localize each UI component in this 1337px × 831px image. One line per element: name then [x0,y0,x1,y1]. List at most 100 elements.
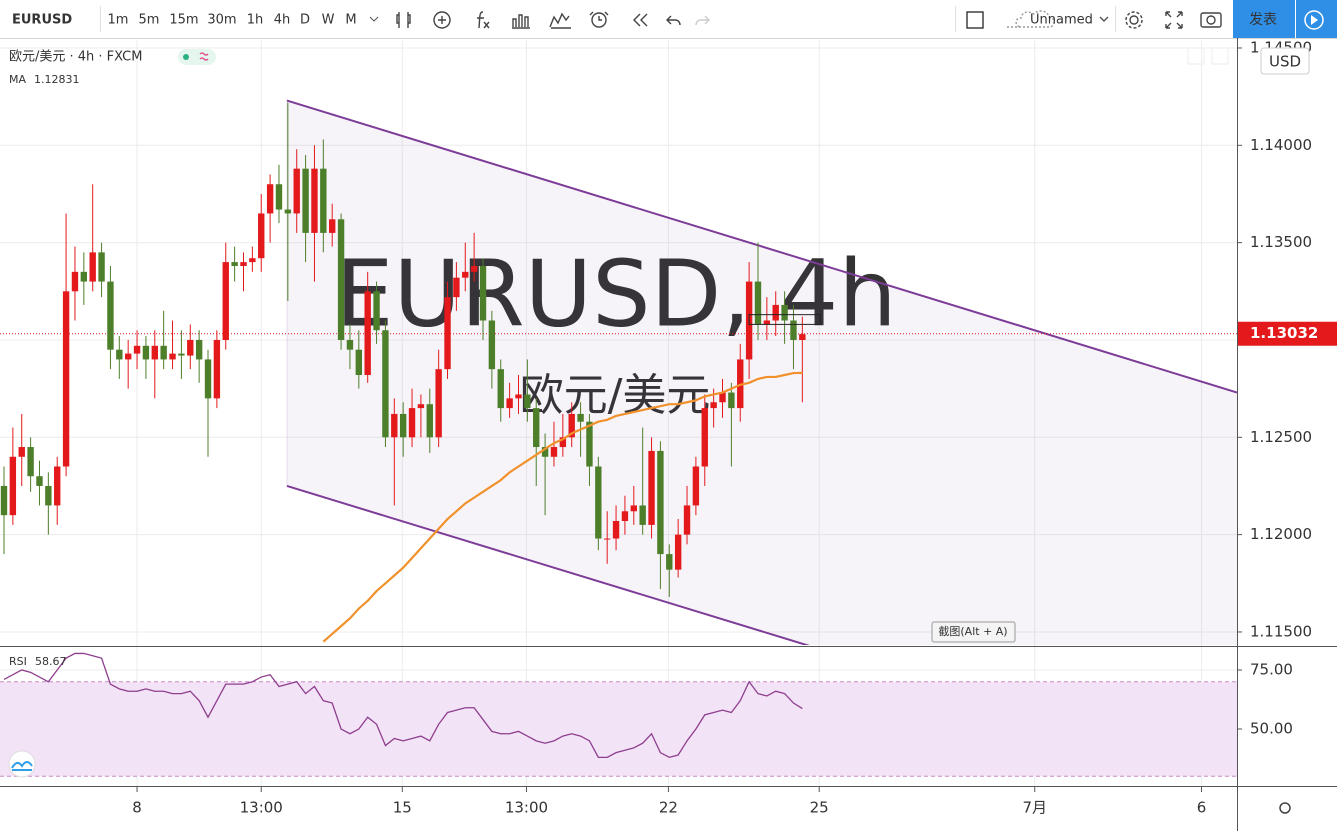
candle-body [36,476,43,486]
publish-label[interactable]: 发表 [1249,12,1277,28]
candle-body [550,447,558,457]
candle-body [355,349,363,376]
channel-lower [286,485,810,645]
cloud-icon[interactable] [1007,10,1055,28]
maximize-button[interactable] [1211,47,1229,65]
play-icon[interactable] [1304,10,1324,30]
candle-body [603,538,611,540]
interval[interactable]: M [345,13,356,28]
fullscreen-box-icon[interactable] [966,11,984,29]
candle-body [444,297,451,370]
candle-body [133,345,141,354]
interval[interactable]: 1h [247,13,264,28]
intervals: 1m 5m 15m 30m 1h 4h D W M [108,13,357,28]
dropdown-icon[interactable] [1099,16,1109,22]
candle-body [470,265,478,272]
interval[interactable]: D [300,13,310,28]
candle-body [160,345,167,360]
undo-icon[interactable] [666,15,681,26]
snapshot-icon[interactable] [1200,12,1222,28]
indicator-icon[interactable] [433,11,451,29]
toolbar-icons [396,10,1222,29]
compare-icon[interactable] [549,12,571,29]
y-tick-label: 1.14000 [1250,136,1312,154]
channel-fill [286,100,1237,645]
candle-body [45,485,52,506]
candle-body [364,291,371,376]
rsi-name: RSI [9,655,27,668]
candle-body [337,219,345,340]
axes: 1.115001.120001.125001.130001.135001.140… [132,38,1337,817]
interval[interactable]: 4h [274,13,291,28]
candle-body [657,450,664,555]
candle-body [639,505,646,525]
candle-body [213,339,221,399]
candle-body [18,447,25,457]
candle-body [648,450,655,525]
interval[interactable]: 30m [207,13,236,28]
candle-body [142,345,150,360]
alert-icon[interactable] [591,12,607,28]
candle-body [169,353,176,360]
tooltip-box [931,621,1016,643]
candle-body [71,271,79,292]
candle-body [612,521,620,539]
candle-body [240,262,247,266]
interval[interactable]: 5m [139,13,160,28]
scroll-button[interactable] [1187,47,1205,65]
rsi-band [0,681,1237,777]
redo-icon[interactable] [695,15,710,26]
currency[interactable]: USD [1269,53,1301,71]
layout-name[interactable]: Unnamed [1030,13,1093,28]
x-tick-label: 15 [393,799,412,817]
candle-body [284,209,292,214]
watermark-sub: 欧元/美元 [520,370,711,421]
currency-box[interactable] [1260,47,1310,75]
candle-body [107,281,114,350]
drawing-rect [748,314,821,325]
ma-line [322,371,803,643]
publish-button[interactable] [1233,0,1295,38]
candle-body [302,168,309,233]
candle-body [683,505,691,535]
channel-upper [286,99,1237,394]
candle-body [524,394,531,409]
ma-value: 1.12831 [34,73,80,86]
candle-body [781,304,788,321]
candle-body [62,291,70,467]
status-dot [183,54,189,60]
replay-icon[interactable] [633,13,648,27]
candle-body [417,404,425,409]
candle-body [595,466,602,539]
candle-body [763,320,771,325]
interval[interactable]: W [322,13,335,28]
axis-settings-icon[interactable] [1279,802,1291,814]
candle-body [586,421,593,467]
symbol[interactable]: EURUSD [12,13,72,28]
interval[interactable]: 1m [108,13,129,28]
candle-body [479,265,487,321]
candle-body [204,359,212,399]
candle-body [790,320,797,340]
candle-body [533,408,540,448]
candle-body [426,404,433,438]
fullscreen-icon[interactable] [1165,11,1183,29]
candle-body [754,281,762,325]
interval[interactable]: 15m [169,13,198,28]
bars-icon[interactable] [512,14,530,29]
settings-icon[interactable] [1129,15,1139,25]
tooltip: 截图(Alt + A) [938,624,1007,638]
candle-body [719,392,726,403]
candle-body [728,392,735,409]
dropdown-icon[interactable] [369,16,379,22]
rsi-pane [0,652,1237,777]
chart-type-icon[interactable] [396,12,411,28]
candle-body [577,413,584,422]
y-tick-label: 1.12000 [1250,525,1312,543]
status-pill[interactable] [178,49,216,65]
fx-icon[interactable] [477,11,490,29]
candle-body [710,402,717,409]
candle-body [258,213,265,259]
